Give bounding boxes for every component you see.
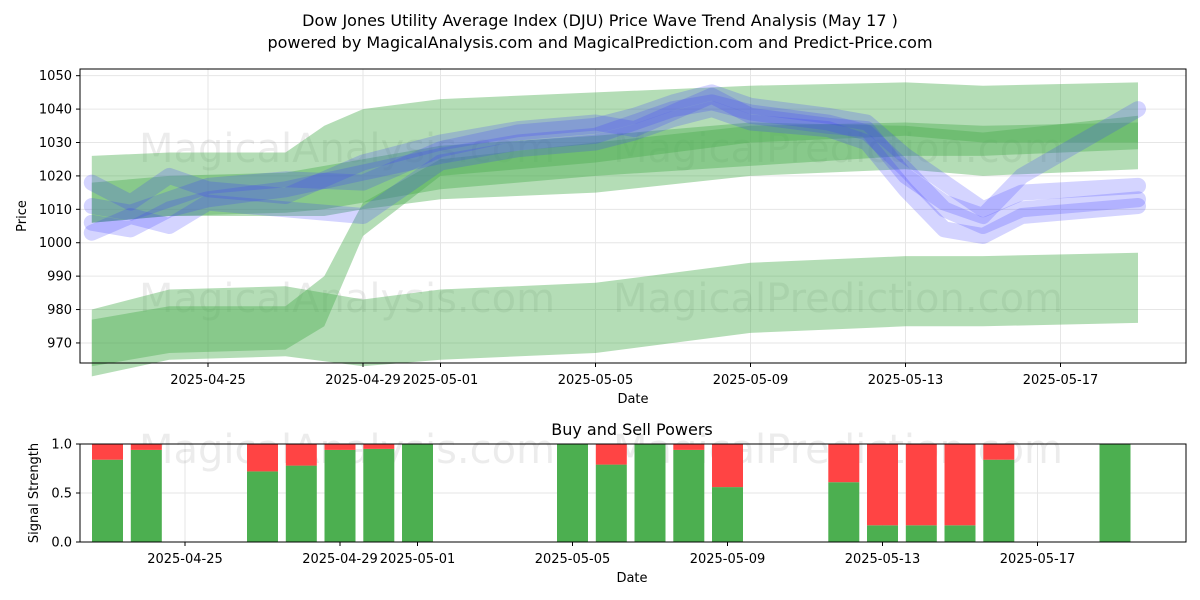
sell-bar xyxy=(285,444,317,466)
price-y-tick-label: 1000 xyxy=(39,236,72,251)
price-y-tick-label: 1050 xyxy=(39,69,72,84)
price-x-tick-label: 2025-05-01 xyxy=(403,373,479,388)
price-plot-area xyxy=(80,69,1186,363)
buy-bar xyxy=(712,487,743,542)
signal-bars xyxy=(92,444,1131,542)
price-y-tick-label: 1010 xyxy=(39,203,72,218)
prediction-band-3 xyxy=(91,122,1138,367)
buy-bar xyxy=(983,459,1015,542)
prediction-band-1 xyxy=(91,82,1138,223)
signal-y-axis: 0.0 0.5 1.0 xyxy=(51,438,80,551)
watermark-price-right-2: MagicalPrediction.com xyxy=(613,276,1063,322)
price-x-axis-title: Date xyxy=(617,392,648,407)
signal-x-tick-label: 2025-04-25 xyxy=(147,552,223,567)
price-x-tick-label: 2025-05-09 xyxy=(713,373,789,388)
sell-bar xyxy=(247,444,278,472)
price-y-axis-title: Price xyxy=(15,200,30,232)
price-y-tick-label: 980 xyxy=(47,303,72,318)
price-wave-3 xyxy=(83,87,1146,224)
price-x-tick-label: 2025-05-17 xyxy=(1023,373,1099,388)
signal-y-tick-label: 0.5 xyxy=(51,487,72,502)
buy-bar xyxy=(130,449,162,542)
price-y-tick-label: 970 xyxy=(47,336,72,351)
signal-y-axis-title: Signal Strength xyxy=(27,443,42,543)
price-waves xyxy=(83,84,1146,244)
prediction-band-4 xyxy=(91,252,1138,377)
sell-bar xyxy=(867,444,898,526)
signal-y-tick-label: 0.0 xyxy=(51,536,72,551)
price-grid xyxy=(80,69,1186,363)
signal-x-tick-label: 2025-05-05 xyxy=(535,552,611,567)
price-y-tick-label: 990 xyxy=(47,270,72,285)
sell-bar xyxy=(712,444,743,488)
price-y-tick-label: 1020 xyxy=(39,169,72,184)
buy-bar xyxy=(247,471,278,542)
signal-x-tick-label: 2025-05-13 xyxy=(845,552,921,567)
buy-bar xyxy=(828,482,860,542)
buy-bar xyxy=(634,444,666,542)
buy-bar xyxy=(92,459,123,542)
buy-bar xyxy=(905,525,937,542)
chart-title-line1: Dow Jones Utility Average Index (DJU) Pr… xyxy=(302,11,898,30)
signal-x-axis: 2025-04-25 2025-04-29 2025-05-01 2025-05-05… xyxy=(147,542,1075,567)
prediction-bands xyxy=(91,82,1138,377)
watermark-price-left: MagicalAnalysis.com xyxy=(139,126,555,172)
price-x-axis: 2025-04-25 2025-04-29 2025-05-01 2025-05-05… xyxy=(170,363,1098,388)
price-x-tick-label: 2025-05-05 xyxy=(558,373,634,388)
price-chart-panel: MagicalAnalysis.com MagicalPrediction.co… xyxy=(15,68,1187,407)
buy-bar xyxy=(285,465,317,542)
sell-bar xyxy=(828,444,860,483)
chart-title-line2: powered by MagicalAnalysis.com and Magic… xyxy=(267,33,932,52)
signal-chart-title: Buy and Sell Powers xyxy=(551,420,713,439)
price-y-tick-label: 1040 xyxy=(39,103,72,118)
buy-bar xyxy=(867,525,898,542)
sell-bar xyxy=(905,444,937,526)
price-y-axis: 970 980 990 1000 1010 1020 1030 1040 1050 xyxy=(39,69,80,351)
sell-bar xyxy=(363,444,395,449)
sell-bar xyxy=(595,444,627,465)
signal-x-tick-label: 2025-04-29 xyxy=(302,552,378,567)
signal-chart-panel: Buy and Sell Powers MagicalAnalysis.com … xyxy=(27,420,1187,586)
sell-bar xyxy=(944,444,976,526)
watermark-price-right: MagicalPrediction.com xyxy=(613,126,1063,172)
prediction-band-2 xyxy=(91,115,1138,223)
signal-x-axis-title: Date xyxy=(616,571,647,586)
buy-bar xyxy=(557,444,588,542)
sell-bar xyxy=(673,444,705,450)
buy-bar xyxy=(1099,444,1131,542)
buy-bar xyxy=(595,464,627,542)
sell-bar xyxy=(130,444,162,450)
signal-x-tick-label: 2025-05-09 xyxy=(690,552,766,567)
buy-bar xyxy=(944,525,976,542)
sell-bar xyxy=(92,444,123,460)
signal-x-tick-label: 2025-05-17 xyxy=(1000,552,1076,567)
price-wave-4 xyxy=(83,101,1146,244)
price-plot-frame xyxy=(79,68,1187,364)
price-x-tick-label: 2025-04-29 xyxy=(325,373,401,388)
buy-bar xyxy=(324,449,356,542)
buy-bar xyxy=(402,444,433,542)
price-y-tick-label: 1030 xyxy=(39,136,72,151)
price-x-tick-label: 2025-04-25 xyxy=(170,373,246,388)
signal-y-tick-label: 1.0 xyxy=(51,438,72,453)
sell-bar xyxy=(324,444,356,450)
sell-bar xyxy=(983,444,1015,460)
watermark-price-left-2: MagicalAnalysis.com xyxy=(139,276,555,322)
price-x-tick-label: 2025-05-13 xyxy=(868,373,944,388)
price-wave-1 xyxy=(83,84,1146,221)
buy-bar xyxy=(363,448,395,542)
signal-x-tick-label: 2025-05-01 xyxy=(380,552,456,567)
buy-bar xyxy=(673,449,705,542)
price-wave-2 xyxy=(83,94,1146,238)
